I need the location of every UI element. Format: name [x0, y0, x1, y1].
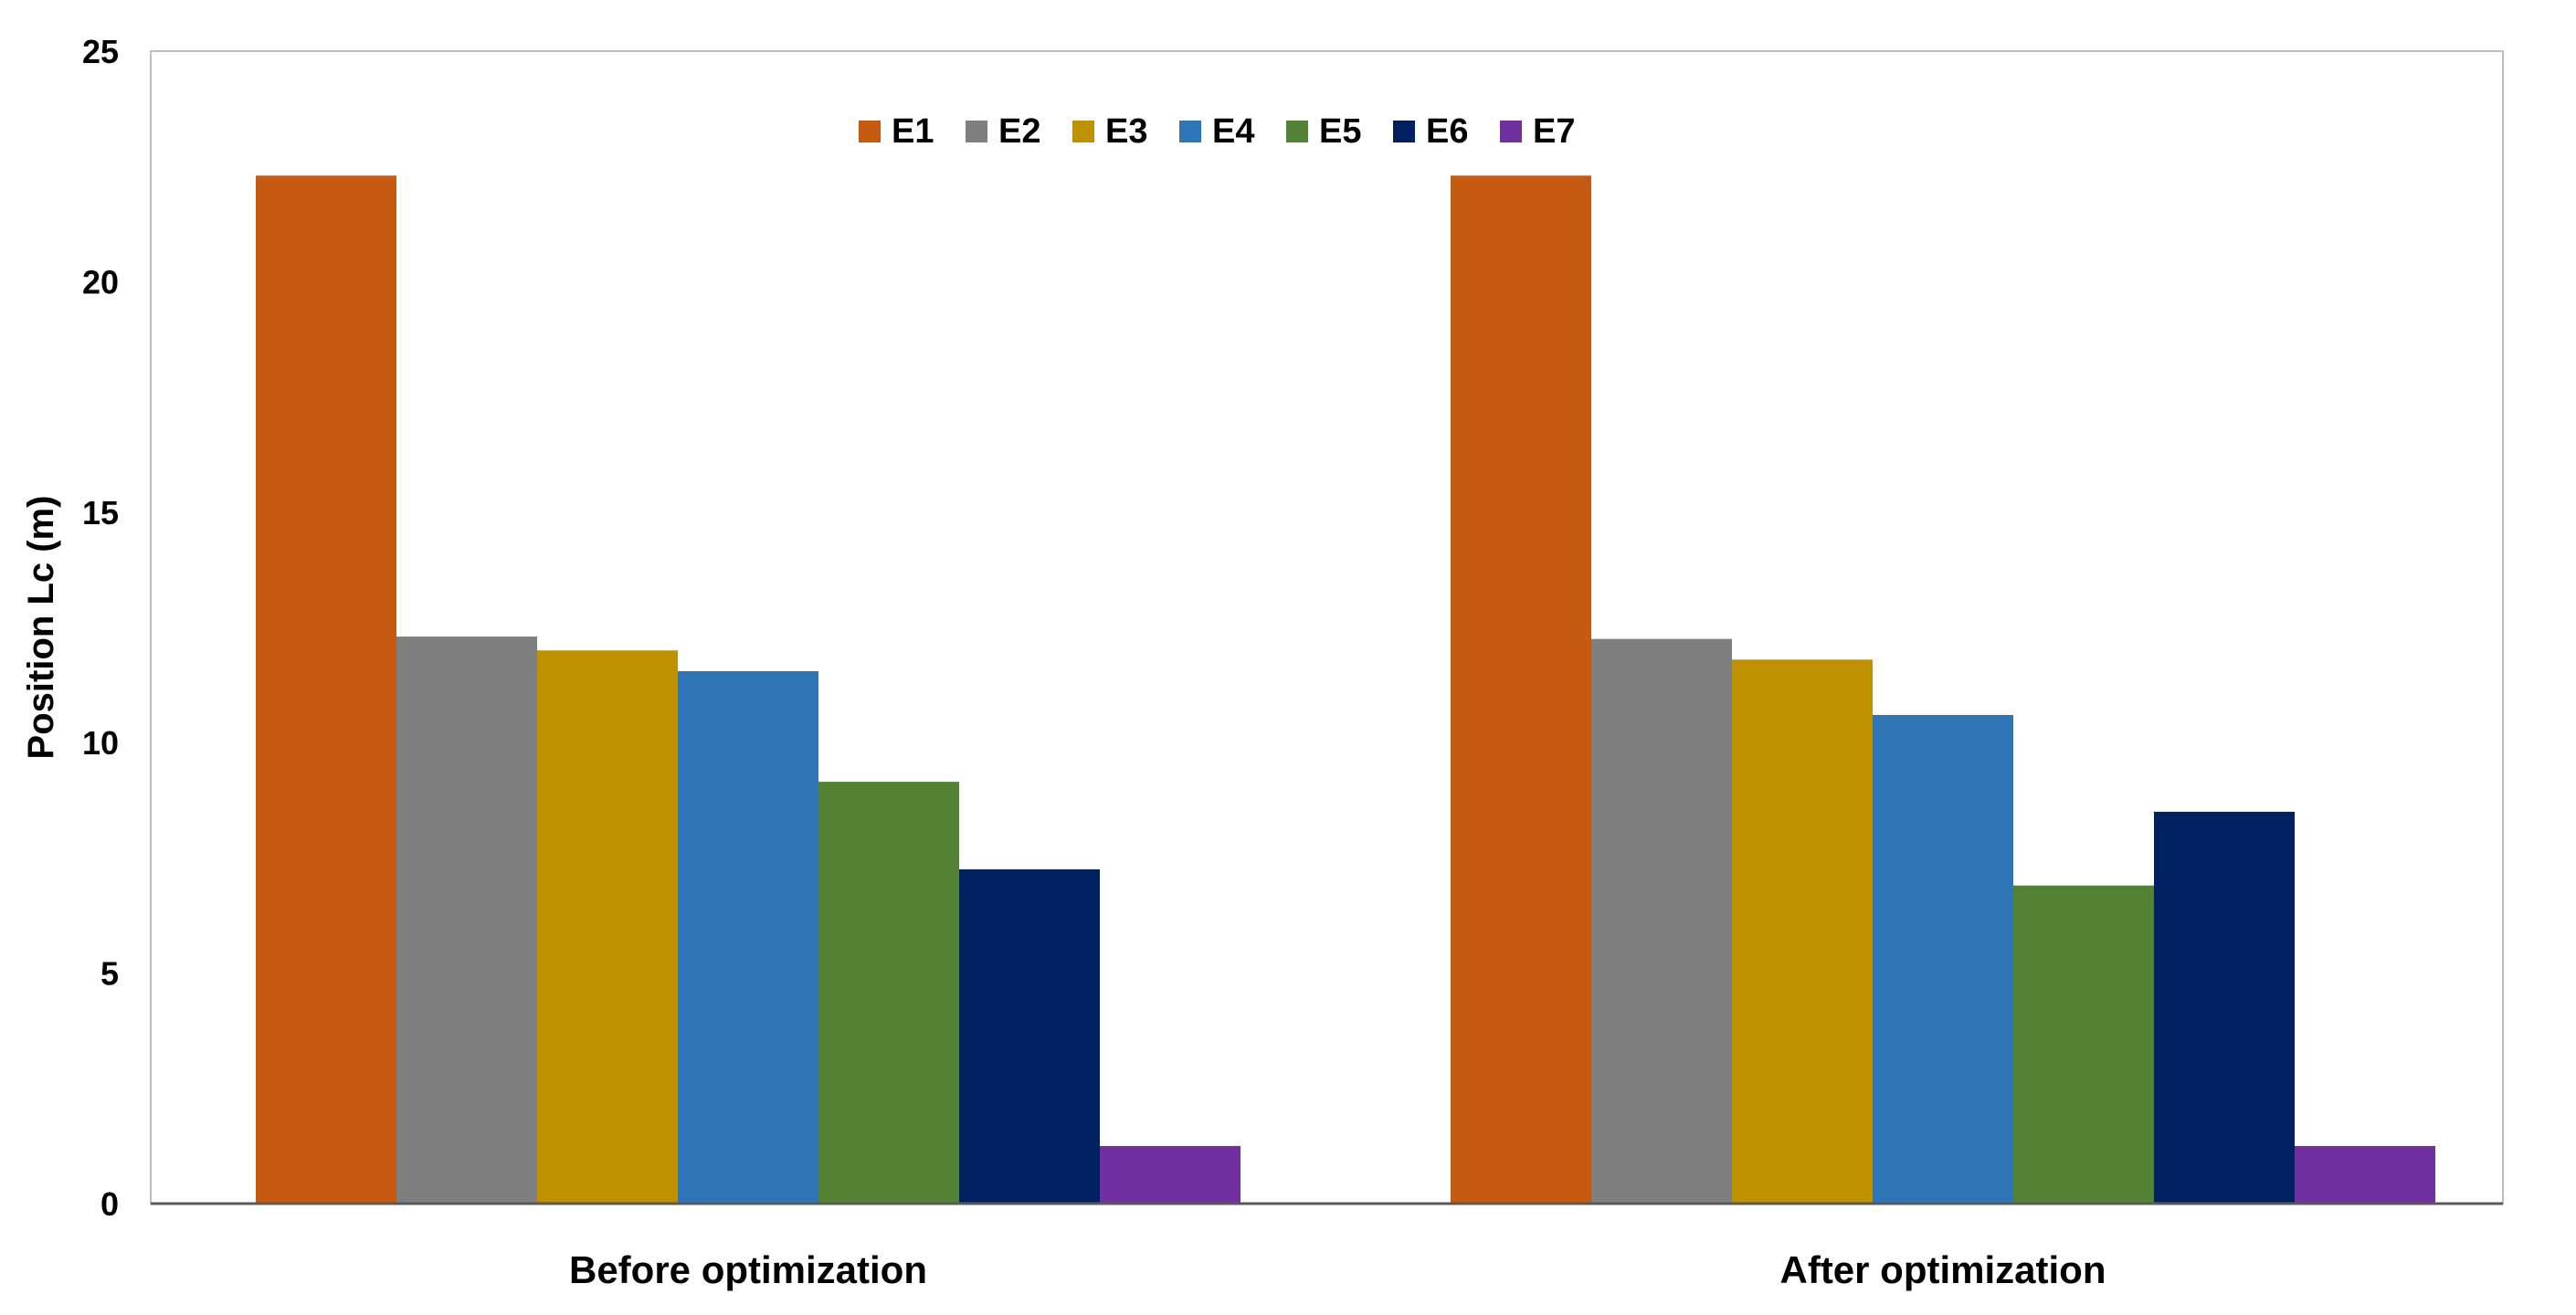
legend-swatch	[1393, 121, 1415, 142]
legend-label: E3	[1105, 112, 1147, 151]
y-tick-label: 0	[100, 1185, 119, 1223]
legend-swatch	[1500, 121, 1522, 142]
bar-e4-after	[1873, 714, 2013, 1204]
x-tick-label: Before optimization	[569, 1248, 927, 1291]
legend-label: E7	[1533, 112, 1575, 151]
legend-label: E6	[1426, 112, 1468, 151]
bar-e7-before	[1100, 1145, 1240, 1204]
legend-swatch	[1179, 121, 1201, 142]
legend-item-e5: E5	[1286, 112, 1361, 151]
bar-e3-after	[1732, 659, 1873, 1204]
bar-e6-before	[959, 869, 1100, 1204]
y-tick-label: 20	[82, 263, 119, 300]
axes-layer: Before optimization After optimization 0 5 1…	[82, 33, 2503, 1291]
legend-label: E5	[1319, 112, 1361, 151]
legend-item-e2: E2	[966, 112, 1040, 151]
bars-layer	[256, 175, 2435, 1204]
y-tick-label: 15	[82, 494, 119, 531]
bar-e5-before	[818, 782, 959, 1204]
bar-e4-before	[678, 670, 818, 1204]
bar-e1-after	[1451, 175, 1591, 1204]
bar-e3-before	[537, 650, 678, 1204]
legend-swatch	[859, 121, 881, 142]
legend-swatch	[1286, 121, 1308, 142]
y-tick-label: 5	[100, 955, 119, 993]
legend-label: E4	[1212, 112, 1254, 151]
legend-swatch	[1072, 121, 1094, 142]
legend-item-e4: E4	[1179, 112, 1254, 151]
bar-e1-before	[256, 175, 396, 1204]
legend: E1 E2 E3 E4 E5 E6 E7	[859, 112, 1575, 151]
bar-e6-after	[2154, 811, 2295, 1204]
legend-label: E2	[998, 112, 1040, 151]
y-tick-label: 25	[82, 33, 119, 70]
legend-item-e6: E6	[1393, 112, 1468, 151]
legend-swatch	[966, 121, 987, 142]
legend-label: E1	[892, 112, 934, 151]
x-tick-label: After optimization	[1780, 1248, 2106, 1291]
bar-e2-after	[1591, 638, 1732, 1204]
y-tick-label: 10	[82, 724, 119, 762]
bar-e5-after	[2013, 885, 2154, 1204]
bar-e2-before	[396, 636, 537, 1204]
legend-item-e1: E1	[859, 112, 934, 151]
legend-item-e7: E7	[1500, 112, 1575, 151]
y-axis-label: Position Lc (m)	[21, 496, 61, 760]
bar-e7-after	[2295, 1145, 2435, 1204]
legend-item-e3: E3	[1072, 112, 1147, 151]
